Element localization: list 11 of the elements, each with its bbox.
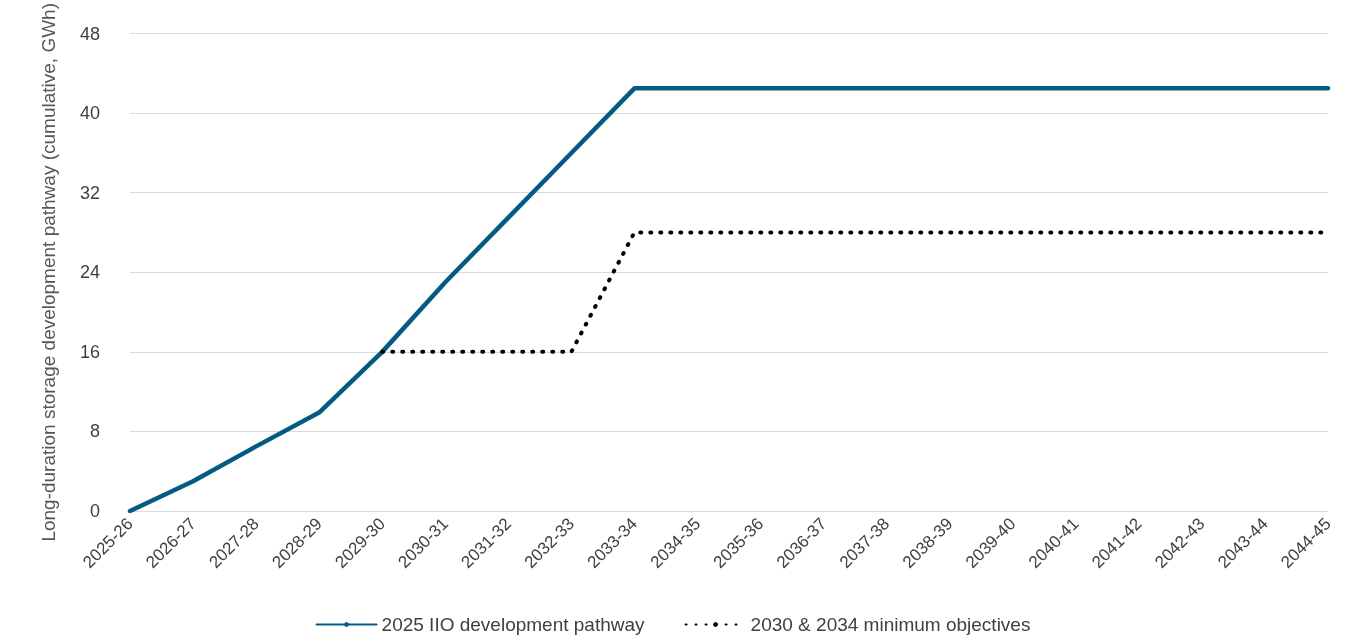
legend-label: 2030 & 2034 minimum objectives [750, 614, 1031, 635]
y-axis-title: Long-duration storage development pathway (cumulative, GWh) [37, 2, 59, 542]
y-tick-label: 16 [79, 341, 100, 362]
y-tick-label: 48 [79, 23, 100, 44]
legend-label: 2025 IIO development pathway [381, 614, 646, 635]
y-tick-label: 40 [79, 103, 100, 124]
y-tick-label: 0 [89, 501, 100, 521]
y-tick-label: 8 [89, 421, 100, 442]
y-tick-label: 24 [79, 262, 100, 283]
line-series [127, 86, 1331, 514]
y-tick-label: 32 [79, 182, 100, 203]
